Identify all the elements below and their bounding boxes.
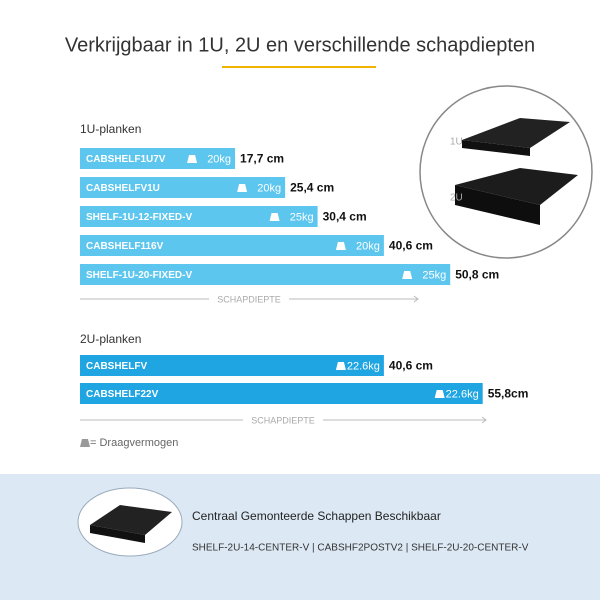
weight-icon <box>237 184 248 192</box>
weight-icon <box>434 390 445 398</box>
bar-label: CABSHELF22V <box>86 389 159 400</box>
weight-icon <box>335 242 346 250</box>
weight-icon <box>402 271 413 279</box>
value-label: 40,6 cm <box>389 359 433 373</box>
bar-label: SHELF-1U-12-FIXED-V <box>86 212 192 223</box>
weight-label: 25kg <box>290 211 314 223</box>
value-label: 17,7 cm <box>240 152 284 166</box>
title: Verkrijgbaar in 1U, 2U en verschillende … <box>65 34 535 56</box>
image-label: 1U <box>450 137 463 148</box>
weight-icon <box>269 213 280 221</box>
weight-label: 25kg <box>422 269 446 281</box>
group-title: 1U-planken <box>80 122 141 136</box>
bar <box>80 383 483 404</box>
value-label: 40,6 cm <box>389 239 433 253</box>
weight-label: 22.6kg <box>446 388 479 400</box>
footer-image <box>77 487 183 557</box>
value-label: 30,4 cm <box>323 210 367 224</box>
weight-icon <box>187 155 198 163</box>
weight-label: 20kg <box>257 182 281 194</box>
bar-label: SHELF-1U-20-FIXED-V <box>86 270 192 281</box>
axis-label: SCHAPDIEPTE <box>251 415 315 425</box>
legend-label: = Draagvermogen <box>90 437 178 449</box>
footer-heading: Centraal Gemonteerde Schappen Beschikbaa… <box>192 509 441 523</box>
axis-label-bg <box>209 293 289 305</box>
axis-label: SCHAPDIEPTE <box>217 294 281 304</box>
bar <box>80 355 384 376</box>
group-title: 2U-planken <box>80 332 141 346</box>
axis-arrow <box>481 416 487 424</box>
image-label: 2U <box>450 193 463 204</box>
value-label: 55,8cm <box>488 387 529 401</box>
weight-label: 20kg <box>207 153 231 165</box>
value-label: 25,4 cm <box>290 181 334 195</box>
bar <box>80 177 286 198</box>
axis-arrow <box>413 295 419 303</box>
bar-label: CABSHELF116V <box>86 241 164 252</box>
legend: = Draagvermogen <box>80 437 178 449</box>
bar-label: CABSHELFV1U <box>86 183 160 194</box>
axis-label-bg <box>243 414 323 426</box>
weight-icon <box>335 362 346 370</box>
bar <box>80 148 236 169</box>
value-label: 50,8 cm <box>455 268 499 282</box>
bar <box>80 264 451 285</box>
weight-label: 20kg <box>356 240 380 252</box>
weight-label: 22.6kg <box>347 360 380 372</box>
bar <box>80 206 318 227</box>
footer-models: SHELF-2U-14-CENTER-V | CABSHF2POSTV2 | S… <box>192 543 529 554</box>
bar-label: CABSHELFV <box>86 361 147 372</box>
product-image: 1U 2U <box>419 85 593 259</box>
bar-label: CABSHELF1U7V <box>86 154 166 165</box>
bar <box>80 235 384 256</box>
